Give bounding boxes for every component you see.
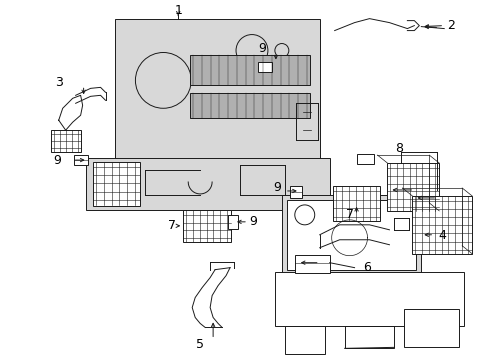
Text: 1: 1: [174, 4, 182, 17]
Bar: [344, 327, 394, 348]
Text: 2: 2: [447, 19, 454, 32]
Text: 9: 9: [53, 154, 61, 167]
Bar: [411, 196, 471, 254]
Bar: [190, 93, 309, 118]
Text: 9: 9: [258, 42, 265, 55]
Text: 8: 8: [395, 141, 403, 155]
Text: 6: 6: [363, 261, 371, 274]
Text: 3: 3: [55, 76, 62, 89]
Bar: [190, 55, 309, 85]
Text: 4: 4: [437, 229, 445, 242]
Text: 7: 7: [345, 208, 353, 221]
Text: 7: 7: [168, 219, 176, 232]
Text: 9: 9: [272, 181, 280, 194]
Bar: [92, 162, 140, 206]
Bar: [289, 186, 301, 198]
Bar: [85, 158, 329, 210]
Bar: [74, 155, 87, 165]
Bar: [356, 154, 374, 164]
Bar: [183, 210, 230, 242]
Bar: [274, 272, 463, 327]
Bar: [386, 163, 438, 211]
Bar: [51, 130, 81, 152]
Bar: [404, 310, 458, 347]
Bar: [286, 200, 415, 270]
Bar: [227, 215, 238, 229]
Bar: [285, 327, 324, 354]
Text: 5: 5: [196, 338, 204, 351]
Text: 9: 9: [248, 215, 256, 228]
Bar: [281, 195, 421, 275]
Bar: [332, 186, 380, 221]
Bar: [115, 19, 319, 175]
Bar: [258, 62, 271, 72]
Bar: [294, 255, 329, 273]
